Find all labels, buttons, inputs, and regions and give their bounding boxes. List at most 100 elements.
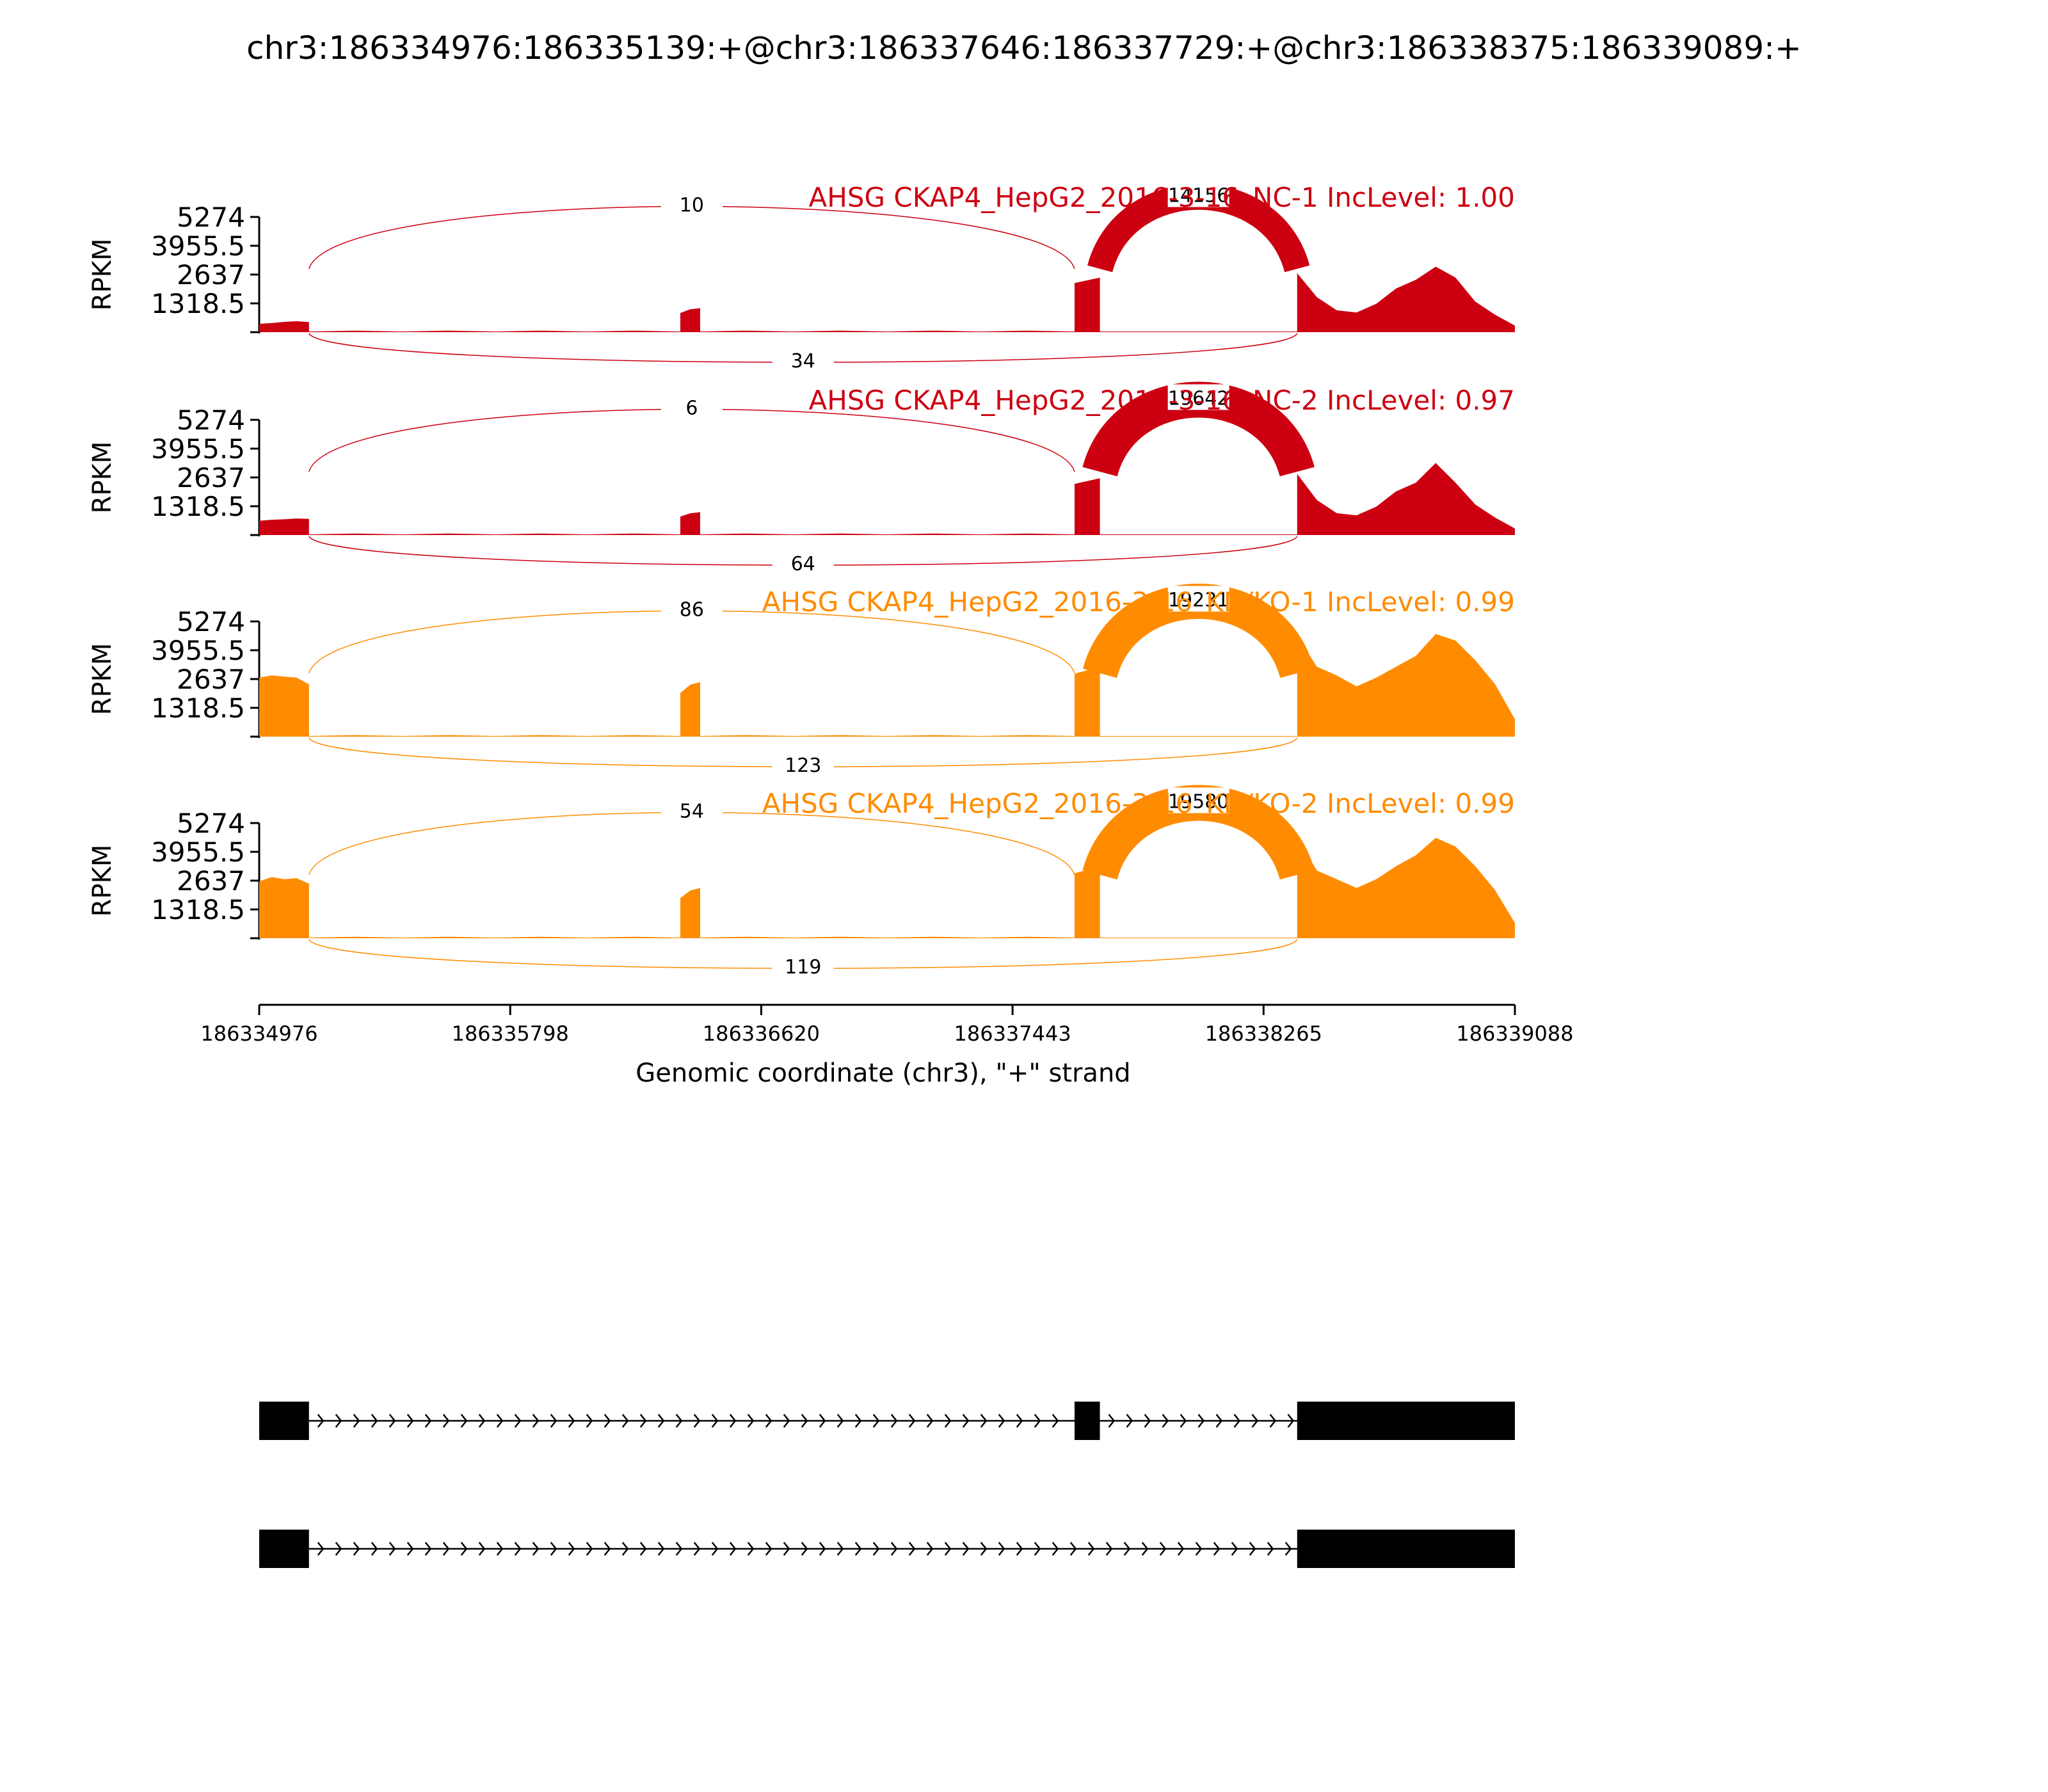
strand-arrow: [908, 1414, 916, 1428]
y-tick-label: 5274: [177, 606, 245, 637]
strand-arrow: [1144, 1414, 1151, 1428]
strand-arrow: [1231, 1542, 1238, 1556]
exon-block: [259, 1402, 309, 1440]
strand-arrow: [657, 1542, 665, 1556]
strand-arrow: [1016, 1542, 1023, 1556]
x-tick-label: 186336620: [703, 1021, 820, 1046]
x-tick-label: 186339088: [1456, 1021, 1573, 1046]
strand-arrow: [514, 1542, 522, 1556]
strand-arrow: [1034, 1542, 1041, 1556]
strand-arrow: [1034, 1414, 1041, 1428]
junction-label: 54: [680, 801, 704, 823]
strand-arrow: [675, 1414, 683, 1428]
junction-label-bg: [660, 595, 723, 621]
y-tick-label: 3955.5: [151, 836, 245, 868]
strand-arrow: [1108, 1414, 1116, 1428]
strand-arrow: [836, 1542, 844, 1556]
coverage-area: [259, 463, 1515, 535]
strand-arrow: [335, 1414, 342, 1428]
strand-arrow: [371, 1542, 378, 1556]
junction-label-bg: [1167, 586, 1229, 612]
junction-label-bg: [772, 751, 834, 777]
strand-arrow: [460, 1542, 468, 1556]
strand-arrow: [550, 1414, 557, 1428]
y-tick-label: 5274: [177, 404, 245, 436]
strand-arrow: [424, 1414, 432, 1428]
strand-arrow: [783, 1542, 790, 1556]
y-axis-label: RPKM: [88, 239, 117, 311]
strand-arrow: [1269, 1414, 1277, 1428]
y-tick-label: 2637: [177, 259, 245, 291]
strand-arrow: [406, 1542, 414, 1556]
strand-arrow: [657, 1414, 665, 1428]
strand-arrow: [980, 1542, 988, 1556]
y-axis-label: RPKM: [88, 845, 117, 917]
strand-arrow: [1087, 1542, 1095, 1556]
chart-title: chr3:186334976:186335139:+@chr3:18633764…: [246, 29, 1802, 67]
strand-arrow: [424, 1542, 432, 1556]
strand-arrow: [747, 1414, 755, 1428]
junction-label: 123: [785, 755, 821, 777]
strand-arrow: [854, 1542, 862, 1556]
strand-arrow: [1016, 1414, 1023, 1428]
junction-label-bg: [1167, 384, 1229, 410]
strand-arrow: [1284, 1542, 1292, 1556]
strand-arrow: [765, 1414, 772, 1428]
strand-arrow: [1159, 1542, 1167, 1556]
strand-arrow: [1162, 1414, 1169, 1428]
strand-arrow: [335, 1542, 342, 1556]
strand-arrow: [872, 1542, 880, 1556]
junction-label: 119: [785, 956, 821, 979]
strand-arrow: [836, 1414, 844, 1428]
strand-arrow: [693, 1542, 701, 1556]
series-label: AHSG CKAP4_HepG2_2016-3-16_KD/KO-2 IncLe…: [762, 788, 1515, 819]
x-tick-label: 186338265: [1205, 1021, 1322, 1046]
y-tick-label: 1318.5: [151, 894, 245, 925]
strand-arrow: [711, 1414, 719, 1428]
strand-arrow: [926, 1414, 934, 1428]
strand-arrow: [442, 1542, 450, 1556]
series-label: AHSG CKAP4_HepG2_2016-3-16_NC-1 IncLevel…: [809, 182, 1515, 213]
coverage-area: [259, 266, 1515, 332]
strand-arrow: [639, 1542, 647, 1556]
y-tick-label: 3955.5: [151, 230, 245, 262]
strand-arrow: [801, 1414, 808, 1428]
junction-label-bg: [660, 797, 723, 823]
strand-arrow: [1069, 1542, 1077, 1556]
strand-arrow: [819, 1542, 826, 1556]
strand-arrow: [962, 1414, 970, 1428]
strand-arrow: [478, 1542, 486, 1556]
strand-arrow: [1126, 1414, 1133, 1428]
strand-arrow: [1251, 1414, 1259, 1428]
series-label: AHSG CKAP4_HepG2_2016-3-16_NC-2 IncLevel…: [809, 385, 1515, 416]
x-tick-label: 186337443: [954, 1021, 1071, 1046]
strand-arrow: [908, 1542, 916, 1556]
y-tick-label: 2637: [177, 865, 245, 897]
junction-label-bg: [660, 191, 723, 217]
strand-arrow: [532, 1542, 540, 1556]
strand-arrow: [890, 1542, 898, 1556]
y-tick-label: 1318.5: [151, 288, 245, 319]
strand-arrow: [371, 1414, 378, 1428]
y-tick-label: 5274: [177, 808, 245, 839]
strand-arrow: [998, 1414, 1005, 1428]
strand-arrow: [568, 1414, 575, 1428]
strand-arrow: [639, 1414, 647, 1428]
junction-label: 34: [791, 350, 815, 372]
junction-label: 6: [685, 397, 698, 420]
strand-arrow: [586, 1542, 593, 1556]
y-tick-label: 2637: [177, 462, 245, 493]
strand-arrow: [926, 1542, 934, 1556]
x-tick-label: 186335798: [452, 1021, 569, 1046]
series-label: AHSG CKAP4_HepG2_2016-3-16_KD/KO-1 IncLe…: [762, 586, 1515, 618]
strand-arrow: [1233, 1414, 1241, 1428]
strand-arrow: [1215, 1414, 1223, 1428]
strand-arrow: [944, 1542, 952, 1556]
strand-arrow: [460, 1414, 468, 1428]
y-tick-label: 5274: [177, 202, 245, 233]
